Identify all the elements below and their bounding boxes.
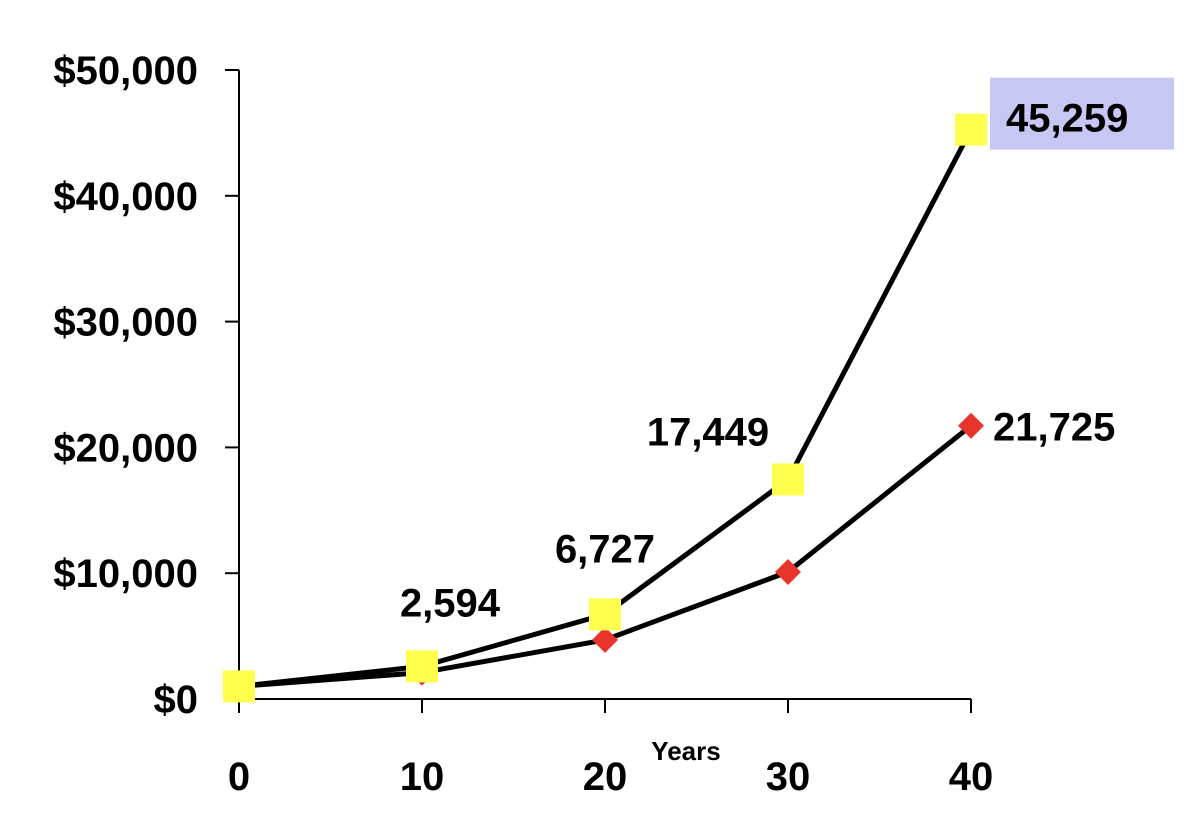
data-label: 2,594	[400, 581, 501, 625]
square-marker	[406, 650, 438, 683]
diamond-marker	[775, 558, 801, 585]
data-label: 21,725	[993, 406, 1115, 450]
data-label: 17,449	[647, 410, 769, 454]
highlight-layer	[990, 77, 1174, 150]
data-label: 45,259	[1006, 97, 1128, 141]
x-axis-title: Years	[651, 736, 720, 766]
x-tick-label: 40	[949, 755, 994, 799]
y-tick-label: $30,000	[53, 301, 198, 345]
square-marker	[772, 463, 804, 496]
labels: 21,725 2,594 6,727 17,449 45,259	[400, 97, 1128, 626]
y-tick-label: $20,000	[53, 426, 198, 470]
square-marker	[223, 670, 255, 703]
x-tick-label: 20	[583, 755, 628, 799]
axes: $0 $10,000 $20,000 $30,000 $40,000 $50,000 0 10…	[53, 49, 993, 799]
square-marker	[589, 598, 621, 631]
x-tick-label: 0	[228, 755, 250, 799]
diamond-marker	[592, 626, 618, 653]
label-highlight-box	[990, 77, 1174, 150]
x-tick-label: 30	[766, 755, 811, 799]
y-tick-label: $0	[154, 678, 199, 722]
y-tick-label: $50,000	[53, 49, 198, 93]
x-tick-label: 10	[400, 755, 445, 799]
square-marker	[955, 113, 987, 146]
y-tick-label: $10,000	[53, 552, 198, 596]
diamond-marker	[958, 412, 984, 439]
data-label: 6,727	[555, 527, 655, 571]
series-markers	[223, 113, 987, 703]
y-tick-label: $40,000	[53, 175, 198, 219]
